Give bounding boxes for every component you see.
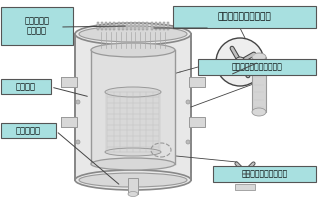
Ellipse shape bbox=[75, 23, 191, 45]
Bar bbox=[155, 22, 157, 30]
Bar bbox=[252, 57, 266, 112]
Bar bbox=[75, 34, 191, 180]
Bar bbox=[167, 22, 169, 30]
Ellipse shape bbox=[252, 108, 266, 116]
Bar bbox=[198, 59, 316, 75]
Circle shape bbox=[235, 57, 245, 67]
Bar bbox=[61, 77, 77, 87]
Bar bbox=[128, 178, 138, 194]
Bar bbox=[61, 117, 77, 127]
Ellipse shape bbox=[105, 148, 161, 156]
Text: 原子炉容器
蓋用管台: 原子炉容器 蓋用管台 bbox=[25, 16, 50, 36]
Bar bbox=[91, 50, 175, 164]
Ellipse shape bbox=[79, 173, 187, 187]
Bar bbox=[126, 22, 128, 30]
Bar bbox=[117, 22, 120, 30]
Bar bbox=[105, 92, 161, 152]
Ellipse shape bbox=[128, 191, 138, 196]
Bar bbox=[101, 22, 103, 30]
Bar bbox=[142, 22, 144, 30]
Bar bbox=[97, 22, 99, 30]
Circle shape bbox=[186, 140, 190, 144]
Circle shape bbox=[76, 140, 80, 144]
Text: 炉内計装筒: 炉内計装筒 bbox=[16, 126, 41, 135]
Ellipse shape bbox=[79, 26, 187, 42]
Bar bbox=[189, 77, 205, 87]
Circle shape bbox=[76, 100, 80, 104]
Bar bbox=[163, 22, 165, 30]
Bar bbox=[138, 22, 140, 30]
Bar bbox=[173, 6, 316, 28]
Ellipse shape bbox=[105, 87, 161, 97]
Circle shape bbox=[216, 38, 264, 86]
Bar bbox=[1, 7, 73, 45]
Bar bbox=[1, 79, 51, 94]
Bar bbox=[1, 123, 56, 138]
Bar bbox=[189, 117, 205, 127]
Text: 制御棒クラスタ案内管: 制御棒クラスタ案内管 bbox=[218, 13, 271, 22]
Bar bbox=[134, 22, 136, 30]
Bar bbox=[235, 184, 255, 190]
Circle shape bbox=[186, 100, 190, 104]
Bar bbox=[114, 22, 116, 30]
Ellipse shape bbox=[91, 43, 175, 57]
Circle shape bbox=[241, 168, 249, 176]
Text: バレルフォーマボルト: バレルフォーマボルト bbox=[241, 169, 288, 178]
Bar bbox=[159, 22, 161, 30]
Bar bbox=[105, 22, 107, 30]
Ellipse shape bbox=[252, 53, 266, 61]
Bar bbox=[109, 22, 111, 30]
Bar bbox=[147, 22, 148, 30]
Ellipse shape bbox=[91, 158, 175, 170]
Bar bbox=[150, 22, 153, 30]
Ellipse shape bbox=[75, 170, 191, 190]
Bar bbox=[122, 22, 124, 30]
Text: 炉心そう: 炉心そう bbox=[16, 82, 36, 91]
Text: バッフルフォーマボルト: バッフルフォーマボルト bbox=[232, 62, 283, 72]
Bar bbox=[213, 166, 316, 182]
Bar bbox=[130, 22, 132, 30]
